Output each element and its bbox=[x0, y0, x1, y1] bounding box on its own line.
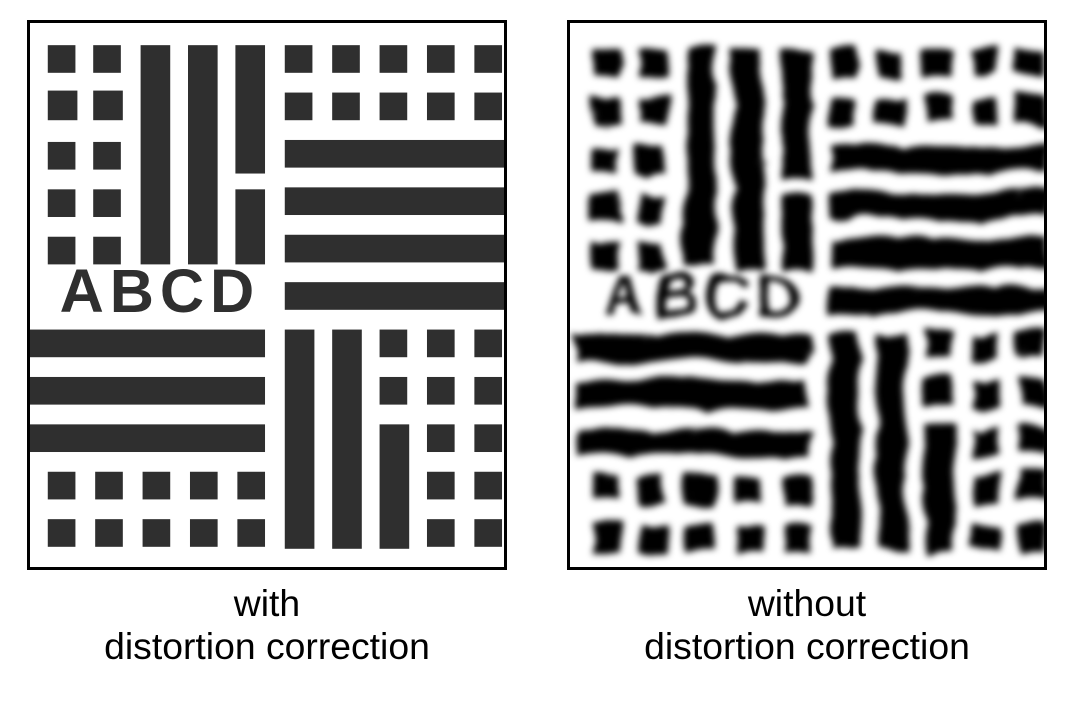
test-pattern-sharp: ABCD bbox=[30, 23, 504, 567]
left-image-with-correction: ABCD bbox=[27, 20, 507, 570]
right-caption-line1: without bbox=[644, 582, 970, 625]
test-pattern-blurred bbox=[570, 23, 1044, 567]
right-caption-line2: distortion correction bbox=[644, 625, 970, 668]
left-caption-line1: with bbox=[104, 582, 430, 625]
right-image-without-correction bbox=[567, 20, 1047, 570]
right-panel: without distortion correction bbox=[567, 20, 1047, 668]
left-caption: with distortion correction bbox=[104, 582, 430, 668]
left-panel: ABCD with distortion correction bbox=[27, 20, 507, 668]
right-caption: without distortion correction bbox=[644, 582, 970, 668]
comparison-figure: ABCD with distortion correction bbox=[0, 0, 1074, 668]
left-caption-line2: distortion correction bbox=[104, 625, 430, 668]
